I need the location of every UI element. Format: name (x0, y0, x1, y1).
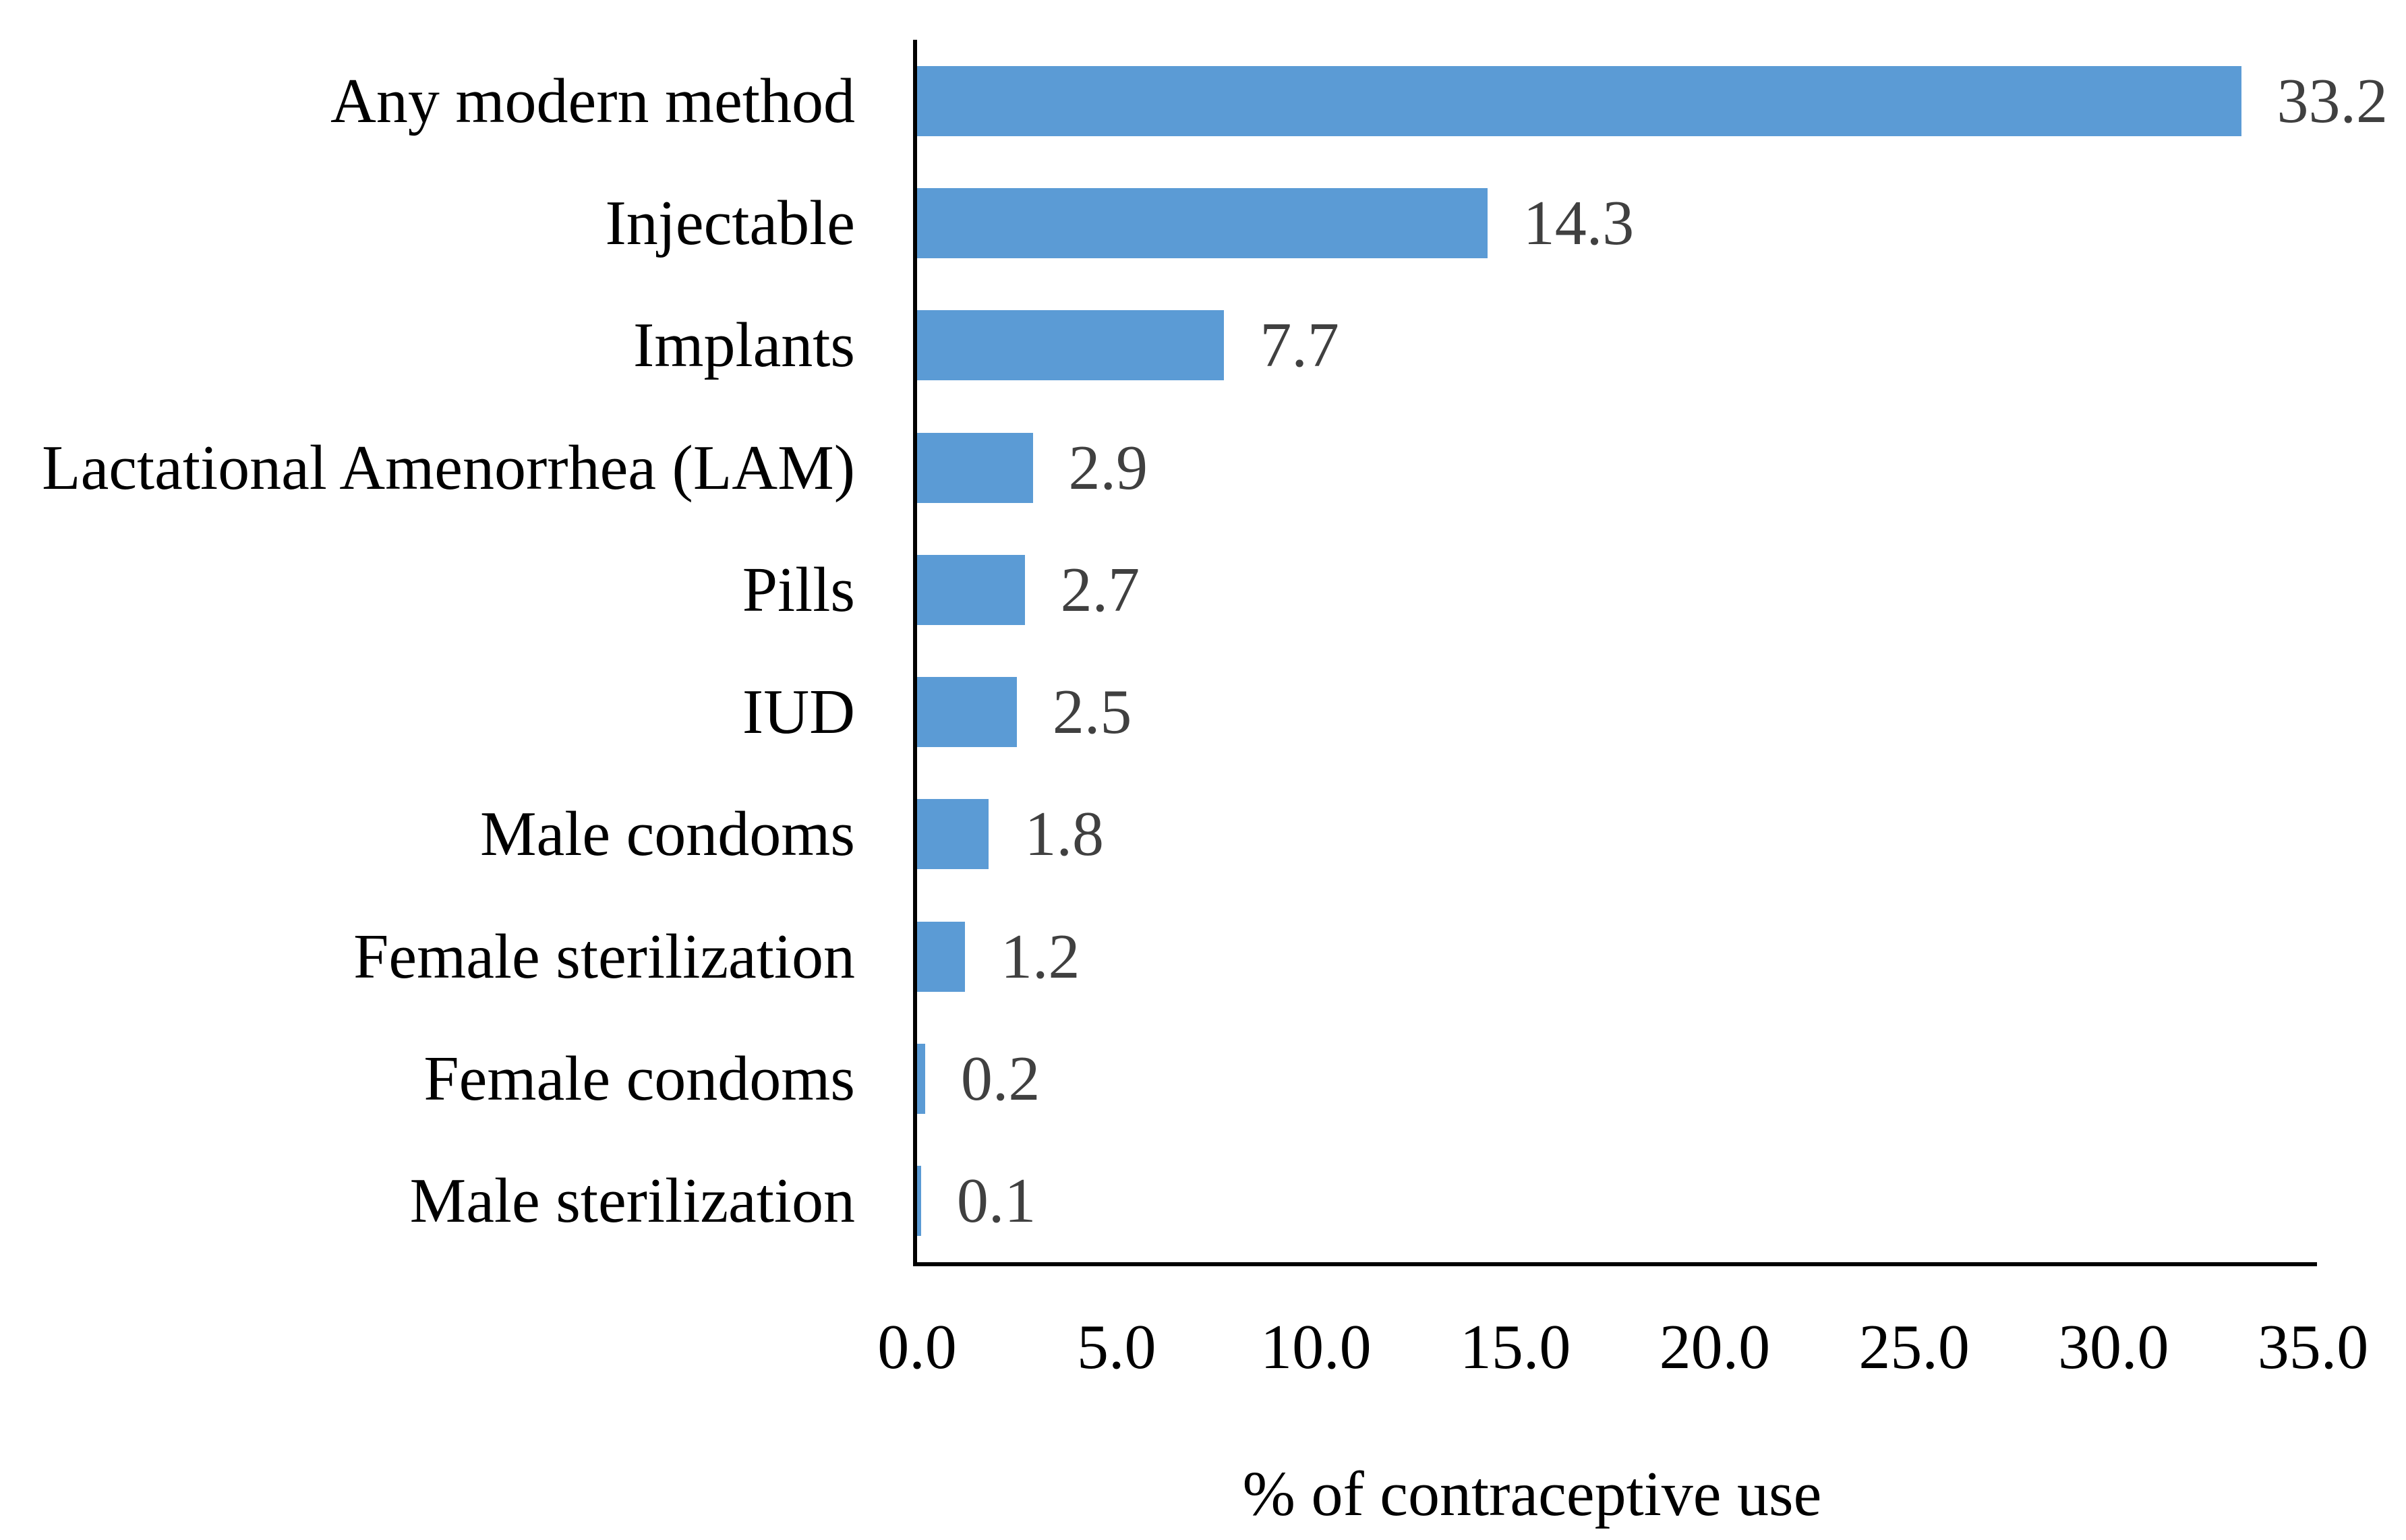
value-label: 0.2 (960, 1044, 1040, 1115)
category-label: Any modern method (330, 65, 855, 136)
x-tick-label: 15.0 (1459, 1312, 1571, 1382)
value-label: 2.7 (1060, 554, 1140, 625)
category-label: Implants (633, 310, 855, 381)
bar (917, 799, 989, 870)
bar (917, 1166, 921, 1237)
value-label: 7.7 (1260, 310, 1339, 381)
value-label: 1.2 (1000, 921, 1080, 992)
x-axis-line (913, 1262, 2317, 1266)
category-label: Male condoms (479, 799, 855, 870)
category-label: Male sterilization (409, 1166, 855, 1237)
x-tick-label: 10.0 (1260, 1312, 1372, 1382)
value-label: 0.1 (956, 1166, 1036, 1237)
bar (917, 677, 1017, 748)
x-tick-label: 20.0 (1659, 1312, 1771, 1382)
bar (917, 310, 1225, 381)
bar (917, 1044, 925, 1115)
category-label: Female condoms (423, 1044, 855, 1115)
x-tick-label: 0.0 (877, 1312, 957, 1382)
category-label: Pills (742, 554, 855, 625)
bar (917, 921, 965, 992)
x-tick-label: 35.0 (2257, 1312, 2369, 1382)
category-label: IUD (742, 677, 855, 748)
value-label: 33.2 (2277, 65, 2388, 136)
bar (917, 554, 1025, 625)
value-label: 2.5 (1052, 677, 1132, 748)
bar (917, 187, 1488, 258)
category-label: Female sterilization (353, 921, 855, 992)
bar (917, 65, 2241, 136)
category-label: Lactational Amenorrhea (LAM) (42, 432, 855, 503)
value-label: 1.8 (1024, 799, 1104, 870)
value-label: 14.3 (1523, 187, 1635, 258)
bar (917, 432, 1033, 503)
category-label: Injectable (605, 187, 855, 258)
x-axis-title: % of contraceptive use (1242, 1459, 1822, 1529)
x-tick-label: 30.0 (2058, 1312, 2169, 1382)
value-label: 2.9 (1068, 432, 1148, 503)
x-tick-label: 25.0 (1858, 1312, 1970, 1382)
x-tick-label: 5.0 (1076, 1312, 1156, 1382)
y-axis-line (913, 40, 917, 1266)
